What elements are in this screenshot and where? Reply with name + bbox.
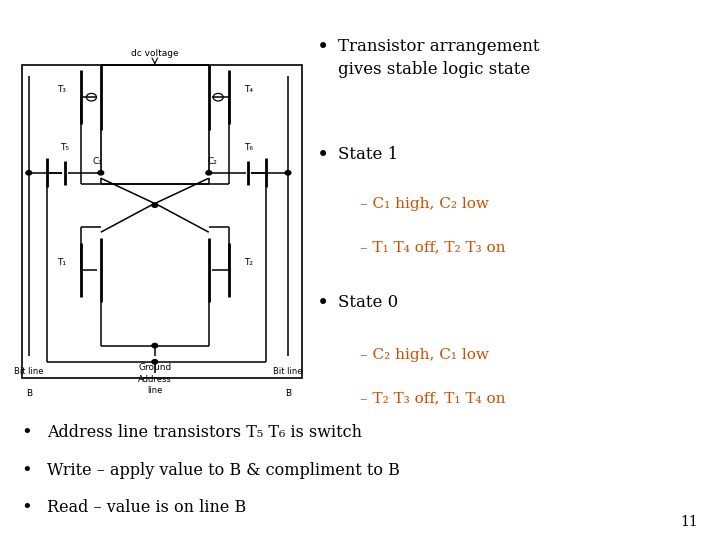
Circle shape [206, 171, 212, 175]
Text: – T₂ T₃ off, T₁ T₄ on: – T₂ T₃ off, T₁ T₄ on [360, 392, 505, 406]
Text: – T₁ T₄ off, T₂ T₃ on: – T₁ T₄ off, T₂ T₃ on [360, 240, 505, 254]
Circle shape [285, 171, 291, 175]
Text: Read – value is on line B: Read – value is on line B [47, 500, 246, 516]
Text: – C₁ high, C₂ low: – C₁ high, C₂ low [360, 197, 489, 211]
Text: – C₂ high, C₁ low: – C₂ high, C₁ low [360, 348, 489, 362]
Text: Bit line: Bit line [14, 367, 43, 376]
Text: C₁: C₁ [92, 157, 102, 166]
Circle shape [152, 343, 158, 348]
Text: T₂: T₂ [244, 258, 253, 267]
Text: •: • [317, 38, 329, 57]
Circle shape [152, 360, 158, 364]
Text: T₄: T₄ [244, 85, 253, 94]
Text: 11: 11 [680, 515, 698, 529]
Circle shape [98, 171, 104, 175]
Text: B: B [26, 389, 32, 398]
Text: T₅: T₅ [60, 143, 69, 152]
Text: State 0: State 0 [338, 294, 399, 311]
Text: •: • [22, 462, 32, 480]
Text: T₁: T₁ [57, 258, 66, 267]
Text: dc voltage: dc voltage [131, 49, 179, 58]
Text: Transistor arrangement
gives stable logic state: Transistor arrangement gives stable logi… [338, 38, 540, 78]
Text: Ground: Ground [138, 363, 171, 372]
Text: B̅: B̅ [285, 389, 291, 398]
Circle shape [26, 171, 32, 175]
Text: •: • [317, 146, 329, 165]
Circle shape [152, 203, 158, 207]
Text: T₆: T₆ [244, 143, 253, 152]
Text: T₃: T₃ [57, 85, 66, 94]
Text: Address line transistors T₅ T₆ is switch: Address line transistors T₅ T₆ is switch [47, 424, 362, 441]
Text: Address
line: Address line [138, 375, 171, 395]
Text: •: • [22, 424, 32, 442]
Bar [22, 65, 302, 378]
Text: •: • [317, 294, 329, 313]
Text: Write – apply value to B & compliment to B: Write – apply value to B & compliment to… [47, 462, 400, 478]
Text: State 1: State 1 [338, 146, 399, 163]
Text: Bit line: Bit line [274, 367, 302, 376]
Text: C₂: C₂ [207, 157, 217, 166]
Text: •: • [22, 500, 32, 517]
